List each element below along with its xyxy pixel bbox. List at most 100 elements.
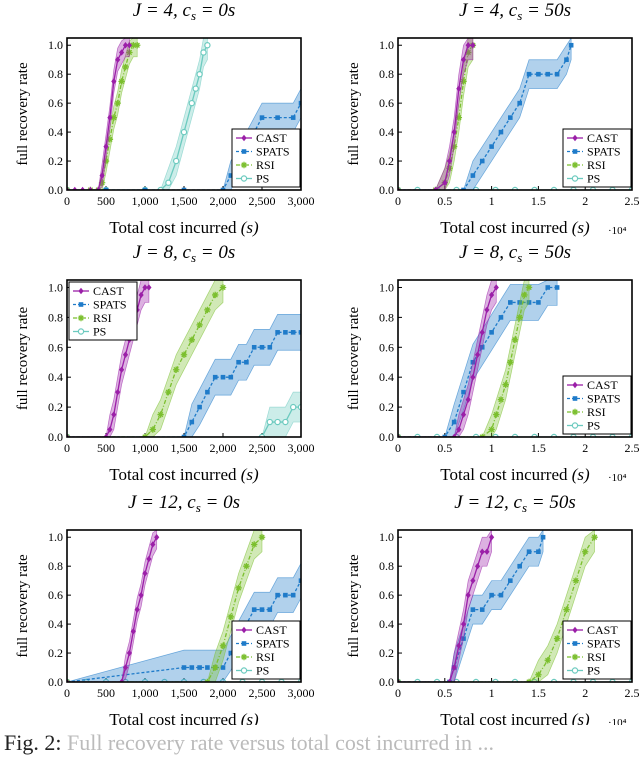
marker-spats bbox=[181, 187, 187, 190]
marker-rsi bbox=[521, 291, 528, 299]
line-spats bbox=[67, 580, 301, 682]
marker-spats bbox=[508, 300, 513, 305]
marker-spats bbox=[540, 534, 546, 540]
x-tick-label: 2,000 bbox=[210, 194, 237, 208]
legend-label-spats: SPATS bbox=[93, 298, 127, 312]
y-tick-label: 0.0 bbox=[48, 675, 63, 689]
x-tick-label: 1,000 bbox=[132, 686, 159, 700]
legend-marker-rsi bbox=[240, 653, 248, 661]
x-tick-label: 1.5 bbox=[531, 194, 546, 208]
band-cast bbox=[398, 38, 474, 190]
y-tick-label: 0.4 bbox=[48, 370, 63, 384]
y-tick-label: 1.0 bbox=[379, 530, 394, 544]
legend-label-cast: CAST bbox=[256, 623, 287, 637]
title-cs: c bbox=[183, 242, 192, 263]
y-tick-label: 0.8 bbox=[48, 67, 63, 81]
marker-cast bbox=[107, 114, 113, 121]
marker-rsi bbox=[134, 42, 141, 49]
title-cs: c bbox=[509, 0, 518, 21]
marker-spats bbox=[517, 563, 522, 569]
y-tick-label: 0.8 bbox=[379, 67, 394, 81]
title-cs-value: = 0s bbox=[196, 242, 235, 263]
marker-cast bbox=[134, 606, 140, 613]
y-tick-label: 1.0 bbox=[48, 280, 63, 294]
plot-frame bbox=[66, 529, 302, 683]
legend-marker-ps bbox=[240, 667, 248, 674]
marker-rsi bbox=[106, 136, 114, 143]
x-tick-label: 3,000 bbox=[288, 441, 315, 455]
x-tick-label: 500 bbox=[97, 441, 115, 455]
y-tick-label: 0.2 bbox=[379, 154, 394, 168]
marker-cast bbox=[474, 562, 481, 570]
x-tick-label: 0 bbox=[395, 686, 401, 700]
marker-rsi bbox=[102, 157, 110, 165]
legend-marker-spats bbox=[572, 641, 578, 646]
marker-rsi bbox=[582, 548, 589, 555]
marker-spats bbox=[259, 344, 265, 350]
marker-cast bbox=[465, 396, 471, 403]
marker-rsi bbox=[525, 284, 533, 291]
marker-cast bbox=[119, 366, 125, 373]
title-j: J = 8, bbox=[133, 242, 183, 263]
marker-spats bbox=[298, 100, 301, 106]
band-cast bbox=[398, 530, 492, 682]
x-tick-label: 2 bbox=[582, 194, 588, 208]
x-tick-label: 2.5 bbox=[625, 686, 640, 700]
x-tick-label: 0 bbox=[64, 441, 70, 455]
marker-cast bbox=[115, 56, 121, 63]
x-tick-label: 1 bbox=[489, 194, 495, 208]
y-tick-label: 0.8 bbox=[379, 559, 394, 573]
marker-rsi bbox=[460, 78, 467, 85]
marker-spats bbox=[275, 592, 280, 598]
y-tick-label: 0.8 bbox=[48, 310, 63, 324]
marker-ps bbox=[204, 42, 211, 49]
x-tick-label: 2,500 bbox=[249, 686, 276, 700]
marker-cast bbox=[451, 128, 457, 136]
marker-spats bbox=[142, 187, 148, 190]
marker-cast bbox=[138, 591, 144, 599]
marker-spats bbox=[489, 144, 494, 149]
marker-spats bbox=[554, 285, 560, 290]
marker-cast bbox=[122, 42, 129, 49]
marker-rsi bbox=[173, 366, 180, 373]
legend-marker-cast bbox=[572, 381, 578, 389]
line-ps bbox=[67, 44, 208, 190]
marker-rsi bbox=[446, 165, 453, 172]
marker-rsi bbox=[251, 541, 258, 548]
marker-spats bbox=[470, 173, 476, 178]
legend-label-spats: SPATS bbox=[587, 145, 621, 159]
x-tick-label: 0.5 bbox=[437, 194, 452, 208]
marker-spats bbox=[536, 300, 541, 305]
marker-spats bbox=[545, 71, 551, 77]
band-rsi bbox=[398, 280, 530, 437]
marker-rsi bbox=[196, 321, 203, 329]
marker-ps bbox=[192, 85, 199, 92]
legend-marker-rsi bbox=[571, 653, 579, 661]
marker-cast bbox=[138, 291, 144, 299]
marker-rsi bbox=[149, 426, 156, 433]
caption-label: Fig. 2: bbox=[4, 730, 62, 755]
marker-rsi bbox=[497, 396, 505, 403]
marker-spats bbox=[259, 115, 265, 120]
marker-spats bbox=[290, 592, 296, 598]
legend-label-rsi: RSI bbox=[93, 311, 112, 325]
x-axis-label: Total cost incurred (s) bbox=[440, 465, 590, 484]
x-tick-label: 0 bbox=[395, 194, 401, 208]
title-cs-sub: s bbox=[191, 250, 196, 265]
x-tick-label: 3,000 bbox=[288, 686, 315, 700]
x-tick-label: 1 bbox=[489, 686, 495, 700]
marker-ps bbox=[172, 157, 180, 165]
x-axis-label-text: Total cost incurred bbox=[440, 218, 571, 237]
marker-spats bbox=[236, 359, 241, 365]
marker-rsi bbox=[212, 291, 219, 299]
x-tick-label: 3,000 bbox=[288, 194, 315, 208]
marker-rsi bbox=[511, 336, 519, 344]
y-tick-label: 0.4 bbox=[48, 617, 63, 631]
title-cs: c bbox=[187, 492, 196, 513]
marker-rsi bbox=[227, 613, 234, 621]
title-cs-sub: s bbox=[191, 8, 196, 23]
x-axis-label: Total cost incurred (s) bbox=[440, 710, 590, 725]
legend-label-ps: PS bbox=[587, 419, 600, 433]
x-axis-multiplier: ·10⁴ bbox=[608, 225, 627, 237]
marker-cast bbox=[465, 42, 471, 49]
